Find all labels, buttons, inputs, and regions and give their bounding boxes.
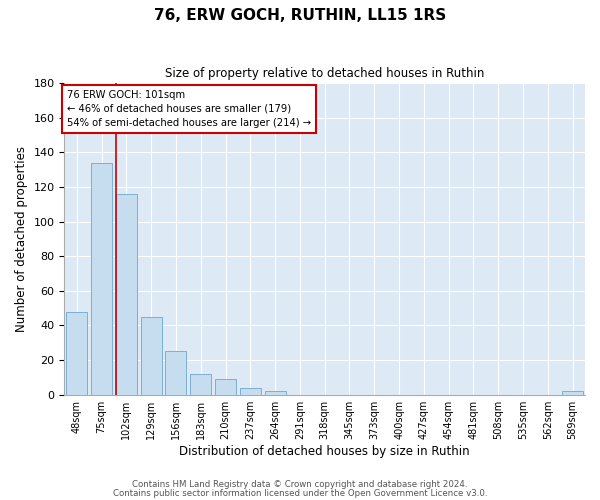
Text: 76 ERW GOCH: 101sqm
← 46% of detached houses are smaller (179)
54% of semi-detac: 76 ERW GOCH: 101sqm ← 46% of detached ho…: [67, 90, 311, 128]
Bar: [190, 374, 211, 394]
Bar: [265, 391, 286, 394]
Bar: [116, 194, 137, 394]
Bar: [166, 352, 187, 395]
Bar: [240, 388, 261, 394]
Title: Size of property relative to detached houses in Ruthin: Size of property relative to detached ho…: [165, 68, 484, 80]
Text: Contains public sector information licensed under the Open Government Licence v3: Contains public sector information licen…: [113, 490, 487, 498]
Y-axis label: Number of detached properties: Number of detached properties: [15, 146, 28, 332]
Bar: [215, 379, 236, 394]
Bar: [91, 162, 112, 394]
X-axis label: Distribution of detached houses by size in Ruthin: Distribution of detached houses by size …: [179, 444, 470, 458]
Text: Contains HM Land Registry data © Crown copyright and database right 2024.: Contains HM Land Registry data © Crown c…: [132, 480, 468, 489]
Bar: [66, 312, 88, 394]
Text: 76, ERW GOCH, RUTHIN, LL15 1RS: 76, ERW GOCH, RUTHIN, LL15 1RS: [154, 8, 446, 22]
Bar: [562, 391, 583, 394]
Bar: [140, 317, 162, 394]
